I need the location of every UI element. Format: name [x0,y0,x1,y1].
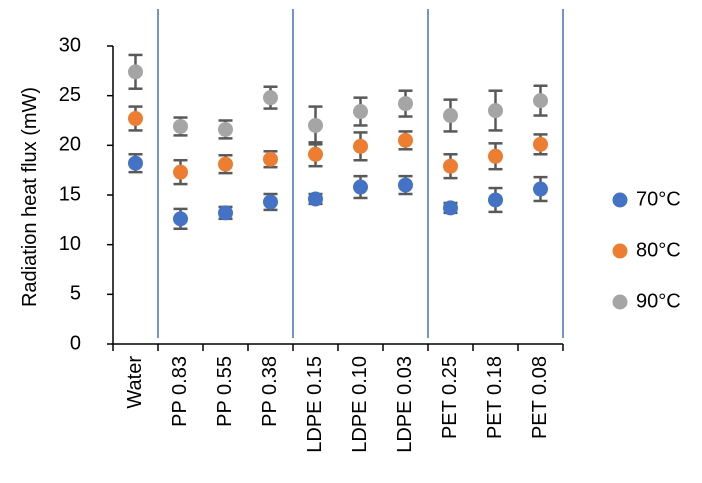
data-point [263,151,278,167]
data-point [398,96,413,112]
legend-marker [612,243,628,259]
data-point [218,121,233,137]
data-point [353,179,368,195]
x-tick-label: LDPE 0.15 [304,356,326,453]
data-points [128,64,548,227]
data-point [128,111,143,127]
y-tick-label: 10 [59,233,81,255]
data-point [218,205,233,221]
x-tick-label: LDPE 0.10 [349,356,371,453]
x-tick-label: Water [124,356,146,409]
data-point [398,177,413,193]
data-point [443,200,458,216]
x-tick-label: PP 0.83 [169,356,191,427]
data-point [308,117,323,133]
x-tick-label: PET 0.18 [484,356,506,439]
y-tick-label: 30 [59,34,81,56]
y-tick-labels: 0 5 10 15 20 25 30 [59,34,81,354]
data-point [398,132,413,148]
data-point [443,108,458,124]
data-point [353,104,368,120]
y-tick-label: 20 [59,134,81,156]
x-tick-label: PET 0.25 [439,356,461,439]
x-tick-label: PP 0.38 [259,356,281,427]
data-point [308,146,323,162]
y-tick-label: 15 [59,183,81,205]
x-tick-label: PET 0.08 [529,356,551,439]
data-point [443,158,458,174]
axes [107,45,564,351]
y-tick-label: 25 [59,84,81,106]
data-point [533,181,548,197]
y-axis-label: Radiation heat flux (mW) [19,87,41,307]
legend-marker [612,294,628,310]
data-point [488,148,503,164]
legend-marker [612,192,628,208]
legend-label: 90°C [636,290,681,312]
data-point [488,192,503,208]
data-point [533,136,548,152]
legend: 70°C 80°C 90°C [612,188,681,312]
data-point [128,64,143,80]
error-bars [128,53,548,231]
data-point [263,194,278,210]
data-point [263,90,278,106]
x-tick-label: LDPE 0.03 [394,356,416,453]
data-point [488,103,503,119]
data-point [173,211,188,227]
group-separators [157,9,564,338]
data-point [533,93,548,109]
data-point [173,118,188,134]
x-tick-labels: Water PP 0.83 PP 0.55 PP 0.38 LDPE 0.15 LDPE … [124,356,551,453]
data-point [308,191,323,207]
y-tick-label: 5 [70,283,81,305]
legend-label: 70°C [636,188,681,210]
legend-label: 80°C [636,239,681,261]
x-tick-label: PP 0.55 [214,356,236,427]
data-point [173,164,188,180]
data-point [218,156,233,172]
data-point [353,138,368,154]
data-point [128,155,143,171]
y-tick-label: 0 [70,332,81,354]
